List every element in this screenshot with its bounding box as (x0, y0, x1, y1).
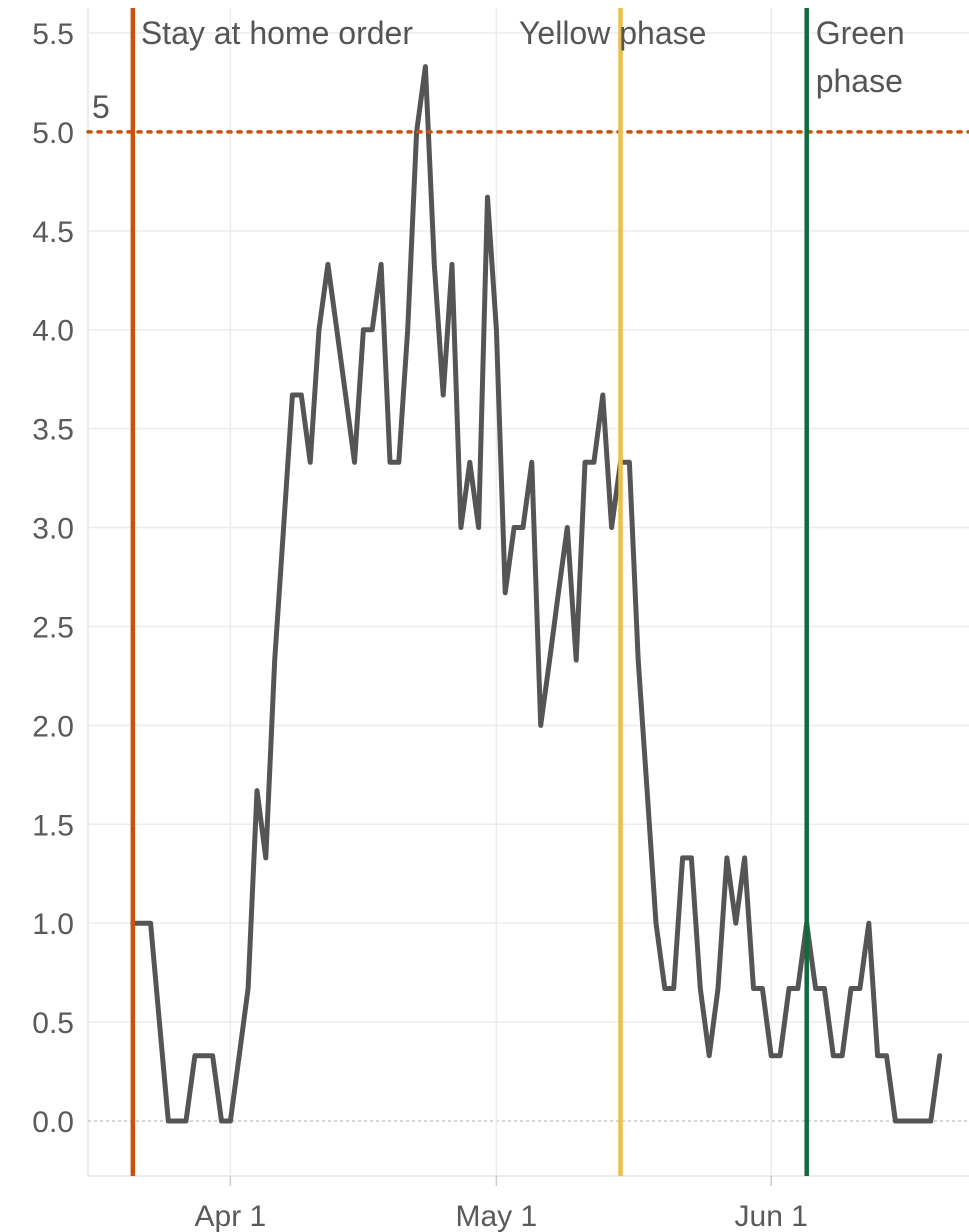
y-tick-label: 3.0 (32, 513, 74, 546)
stay-at-home-label: Stay at home order (141, 15, 413, 51)
y-tick-label: 5.5 (32, 18, 74, 51)
y-tick-label: 5.0 (32, 117, 74, 150)
y-tick-label: 4.0 (32, 315, 74, 348)
x-tick-label: Apr 1 (195, 1200, 267, 1232)
y-tick-label: 2.5 (32, 611, 74, 644)
x-tick-label: Jun 1 (735, 1200, 808, 1232)
y-axis: 0.0 0.5 1.0 1.5 2.0 2.5 3.0 3.5 4.0 4.5 5.0 5.5 (32, 18, 74, 1139)
y-tick-label: 2.0 (32, 710, 74, 743)
y-tick-label: 3.5 (32, 414, 74, 447)
x-axis: Apr 1 May 1 Jun 1 (195, 1176, 808, 1232)
y-tick-label: 0.0 (32, 1106, 74, 1139)
series-layer (130, 64, 943, 1124)
y-tick-label: 4.5 (32, 216, 74, 249)
x-tick-label: May 1 (456, 1200, 538, 1232)
series-line (130, 64, 943, 1124)
gridlines (87, 8, 969, 1177)
yellow-phase-label: Yellow phase (519, 15, 706, 51)
y-tick-label: 0.5 (32, 1007, 74, 1040)
y-tick-label: 1.0 (32, 908, 74, 941)
y-tick-label: 1.5 (32, 809, 74, 842)
reference-lines: 5 Stay at home order Yellow phase Green phas… (86, 8, 969, 1176)
green-phase-label: Green phase (816, 15, 905, 99)
threshold-label: 5 (92, 89, 110, 125)
